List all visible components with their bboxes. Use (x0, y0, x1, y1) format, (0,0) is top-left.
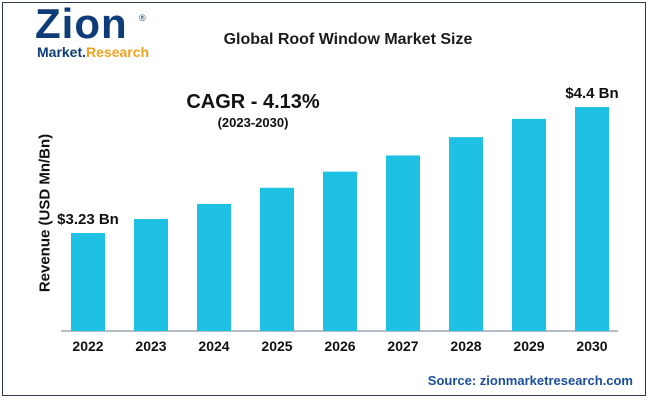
chart-title: Global Roof Window Market Size (223, 31, 473, 48)
data-label-2022: $3.23 Bn (57, 211, 119, 228)
bar-2029 (512, 118, 546, 331)
logo-sub-main: Market. (37, 44, 87, 60)
bar-2027 (386, 155, 420, 331)
x-tick-label-2029: 2029 (513, 338, 544, 354)
x-tick-label-2022: 2022 (72, 338, 103, 354)
bar-2025 (260, 187, 294, 331)
logo-registered-mark: ® (139, 13, 146, 23)
x-tick-label-2024: 2024 (198, 338, 229, 354)
bar-2026 (323, 171, 357, 331)
bar-2028 (449, 137, 483, 331)
x-tick-label-2027: 2027 (387, 338, 418, 354)
logo-word: Zion (35, 2, 128, 47)
x-tick-label-2026: 2026 (324, 338, 355, 354)
chart-frame: Zion ® Market.Research Global Roof Windo… (2, 2, 646, 396)
bar-2030 (575, 107, 609, 331)
x-tick-label-2030: 2030 (576, 338, 607, 354)
logo-sub-accent: Research (86, 44, 150, 60)
data-label-2030: $4.4 Bn (565, 85, 618, 102)
bar-2024 (197, 203, 231, 331)
source-note: Source: zionmarketresearch.com (427, 373, 633, 388)
x-tick-label-2028: 2028 (450, 338, 481, 354)
x-tick-label-2025: 2025 (261, 338, 292, 354)
cagr-period: (2023-2030) (217, 115, 289, 130)
cagr-annotation: CAGR - 4.13% (186, 91, 320, 113)
bar-chart: 2022 2023 2024 2025 2026 2027 2028 2029 2030 $3.2… (57, 85, 619, 354)
x-tick-label-2023: 2023 (135, 338, 166, 354)
logo-subtitle: Market.Research (37, 45, 149, 59)
bar-2022 (71, 233, 105, 331)
zion-logo: Zion ® Market.Research (35, 3, 155, 67)
bar-2023 (134, 219, 168, 331)
